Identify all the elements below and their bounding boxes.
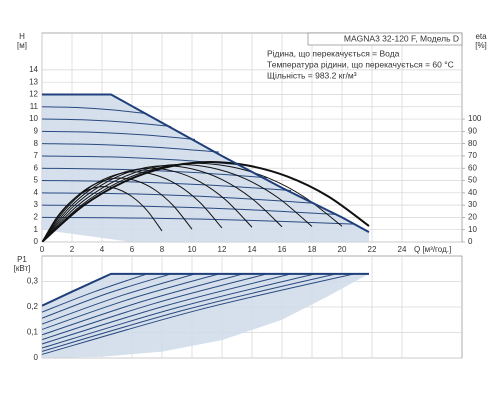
y2-tick-label: 40 bbox=[468, 188, 477, 197]
y2-tick-label: 100 bbox=[468, 114, 482, 123]
x-tick-label: 20 bbox=[338, 245, 347, 254]
x-tick-label: 4 bbox=[100, 245, 105, 254]
y-tick-label: 0,3 bbox=[27, 277, 39, 286]
annotation: Щільність = 983.2 кг/м³ bbox=[267, 70, 357, 80]
y-axis-label: P1 bbox=[17, 255, 27, 264]
performance-curve bbox=[42, 273, 196, 325]
y2-tick-label: 10 bbox=[468, 225, 477, 234]
performance-curve bbox=[42, 273, 355, 355]
y2-tick-label: 50 bbox=[468, 176, 477, 185]
y-tick-label: 1 bbox=[34, 225, 39, 234]
y-axis-label: H bbox=[19, 32, 25, 41]
y2-axis-label: eta bbox=[475, 32, 487, 41]
x-tick-label: 16 bbox=[278, 245, 287, 254]
performance-curve bbox=[42, 273, 244, 336]
y-tick-label: 0 bbox=[34, 353, 39, 362]
x-axis-label: Q [м³/год.] bbox=[414, 245, 451, 254]
performance-curve bbox=[42, 143, 220, 153]
plot-marks bbox=[42, 272, 369, 358]
y-tick-label: 13 bbox=[29, 77, 38, 86]
efficiency-curve bbox=[42, 167, 253, 242]
y2-axis-label: [%] bbox=[475, 41, 487, 50]
annotation: Температура рідини, що перекачується = 6… bbox=[267, 59, 454, 69]
performance-curve bbox=[42, 106, 148, 115]
y-tick-label: 2 bbox=[34, 213, 39, 222]
performance-curve bbox=[42, 118, 172, 127]
annotation: Рідина, що перекачується = Вода bbox=[267, 48, 400, 58]
y-axis-label: [м] bbox=[17, 41, 27, 50]
x-tick-label: 10 bbox=[188, 245, 197, 254]
y-tick-label: 5 bbox=[34, 176, 39, 185]
x-tick-label: 2 bbox=[70, 245, 75, 254]
y-tick-label: 0 bbox=[34, 237, 39, 246]
efficiency-curve bbox=[42, 186, 163, 242]
efficiency-curve bbox=[42, 177, 193, 242]
performance-curve bbox=[42, 273, 172, 319]
x-tick-label: 22 bbox=[368, 245, 377, 254]
max-curve bbox=[42, 272, 369, 307]
y-tick-label: 9 bbox=[34, 126, 39, 135]
efficiency-curve bbox=[42, 161, 370, 242]
y2-tick-label: 80 bbox=[468, 139, 477, 148]
performance-curve bbox=[42, 273, 220, 330]
x-tick-label: 0 bbox=[40, 245, 45, 254]
y-tick-label: 4 bbox=[34, 188, 39, 197]
y2-tick-label: 90 bbox=[468, 126, 477, 135]
y-axis-label: [кВт] bbox=[14, 264, 31, 273]
performance-curve bbox=[42, 273, 268, 341]
y-tick-label: 8 bbox=[34, 139, 39, 148]
max-curve bbox=[42, 93, 370, 234]
y-tick-label: 6 bbox=[34, 163, 39, 172]
x-tick-label: 14 bbox=[248, 245, 257, 254]
x-tick-label: 12 bbox=[218, 245, 227, 254]
y2-tick-label: 0 bbox=[468, 237, 473, 246]
performance-curve bbox=[42, 273, 316, 349]
y-tick-label: 7 bbox=[34, 151, 39, 160]
y2-tick-label: 30 bbox=[468, 200, 477, 209]
y-tick-label: 12 bbox=[29, 90, 38, 99]
y-tick-label: 10 bbox=[29, 114, 38, 123]
y-tick-label: 11 bbox=[30, 102, 39, 111]
efficiency-curve bbox=[42, 171, 223, 242]
y2-tick-label: 60 bbox=[468, 163, 477, 172]
title-box bbox=[307, 32, 463, 46]
y-tick-label: 0,2 bbox=[27, 302, 39, 311]
y-tick-label: 14 bbox=[29, 65, 38, 74]
x-tick-label: 8 bbox=[160, 245, 165, 254]
y-tick-label: 3 bbox=[34, 200, 39, 209]
plot-marks bbox=[42, 93, 370, 242]
x-tick-label: 24 bbox=[398, 245, 407, 254]
performance-curve bbox=[42, 273, 292, 345]
performance-curve bbox=[42, 273, 337, 352]
chart-title: MAGNA3 32-120 F, Модель D bbox=[344, 33, 459, 43]
performance-curve bbox=[42, 130, 196, 140]
y-tick-label: 0,1 bbox=[27, 328, 39, 337]
performance-curve bbox=[42, 180, 292, 191]
y2-tick-label: 20 bbox=[468, 213, 477, 222]
x-tick-label: 18 bbox=[308, 245, 317, 254]
x-tick-label: 6 bbox=[130, 245, 135, 254]
performance-curve bbox=[42, 273, 148, 313]
performance-curve bbox=[42, 216, 355, 225]
y2-tick-label: 70 bbox=[468, 151, 477, 160]
